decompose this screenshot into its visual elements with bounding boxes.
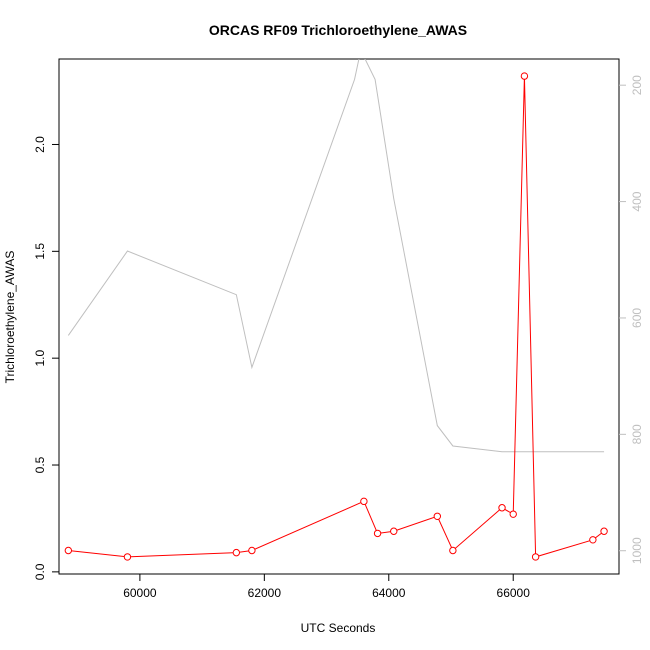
y2-tick-label: 200 — [630, 75, 644, 95]
y-tick-label: 0.0 — [33, 563, 47, 580]
y2-tick-label: 600 — [630, 308, 644, 328]
data-point — [64, 546, 73, 555]
series-line-trichloroethylene — [68, 76, 605, 558]
data-point — [531, 553, 540, 561]
series-line-right-axis — [67, 59, 605, 453]
y-axis: 0.0 0.5 1.0 1.5 2.0 — [33, 136, 59, 580]
y2-tick-label: 400 — [630, 191, 644, 211]
y2-tick-label: 1000 — [630, 537, 644, 564]
data-point — [123, 553, 132, 561]
data-point — [600, 527, 608, 535]
y-axis-label: Trichloroethylene_AWAS — [3, 251, 17, 384]
data-point — [232, 548, 241, 557]
x-axis: 60000 62000 64000 66000 — [123, 574, 530, 600]
y-tick-label: 0.5 — [33, 456, 47, 473]
y2-tick-label: 800 — [630, 424, 644, 444]
x-tick-label: 60000 — [123, 586, 157, 600]
data-point — [433, 512, 442, 521]
data-point — [390, 527, 398, 535]
x-axis-label: UTC Seconds — [301, 621, 376, 635]
plot-frame — [58, 58, 620, 575]
y-tick-label: 1.0 — [33, 350, 47, 367]
y2-axis-right: 200 400 600 800 1000 — [619, 75, 644, 564]
data-point — [449, 546, 457, 555]
data-point — [589, 536, 597, 544]
data-point — [360, 497, 368, 506]
data-point — [248, 546, 256, 555]
x-tick-label: 64000 — [372, 586, 406, 600]
series-layer — [64, 59, 608, 561]
data-point — [498, 504, 506, 512]
x-tick-label: 62000 — [248, 586, 282, 600]
data-point — [509, 510, 517, 518]
x-tick-label: 66000 — [497, 586, 531, 600]
y-tick-label: 1.5 — [33, 243, 47, 260]
data-point — [373, 529, 382, 538]
chart-title: ORCAS RF09 Trichloroethylene_AWAS — [209, 22, 467, 38]
y-tick-label: 2.0 — [33, 136, 47, 153]
data-point — [520, 72, 529, 80]
